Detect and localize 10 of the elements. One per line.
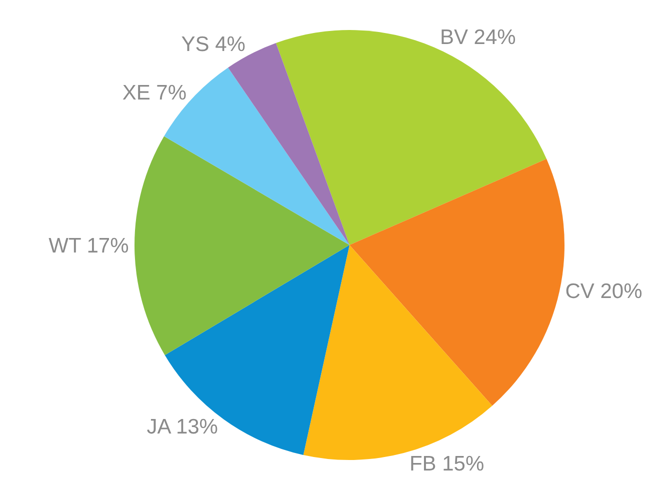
slice-label: CV 20% <box>565 280 642 304</box>
slice-label: YS 4% <box>181 33 246 56</box>
slice-label: JA 13% <box>146 415 218 438</box>
slice-label: FB 15% <box>409 452 484 476</box>
pie-slice <box>134 136 350 356</box>
pie-slice <box>276 30 547 245</box>
pie-slice <box>350 158 564 406</box>
slice-label: XE 7% <box>122 82 187 105</box>
slice-label: BV 24% <box>440 26 516 50</box>
slice-label: WT 17% <box>48 234 129 258</box>
